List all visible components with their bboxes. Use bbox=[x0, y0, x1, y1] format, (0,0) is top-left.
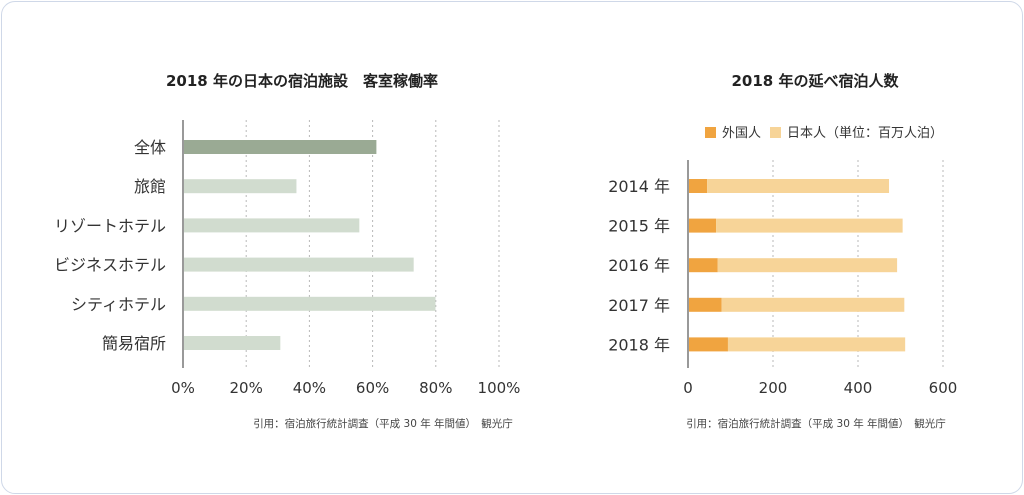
occupancy-chart-title: 2018 年の日本の宿泊施設 客室稼働率 bbox=[166, 72, 438, 90]
guest-nights-year-label: 2016 年 bbox=[608, 256, 670, 275]
guest-nights-bar-foreign bbox=[689, 179, 708, 193]
occupancy-chart: 2018 年の日本の宿泊施設 客室稼働率 全体旅館リゾートホテルビジネスホテルシ… bbox=[54, 72, 520, 430]
occupancy-bar bbox=[184, 296, 436, 311]
guest-nights-bar-japanese bbox=[727, 337, 906, 352]
guest-nights-x-ticks: 0 200 400 600 bbox=[683, 379, 957, 397]
occupancy-x-tick-label: 100% bbox=[478, 379, 521, 397]
occupancy-x-tick-label: 0% bbox=[171, 379, 195, 397]
guest-nights-chart: 2018 年の延べ宿泊人数 外国人 日本人（単位：百万人泊） 2014 年201… bbox=[608, 72, 957, 430]
occupancy-bar bbox=[184, 218, 360, 233]
occupancy-category-label: 旅館 bbox=[134, 177, 166, 196]
legend-swatch-japanese bbox=[770, 127, 781, 138]
guest-nights-bar-foreign bbox=[689, 258, 718, 273]
occupancy-category-label: シティホテル bbox=[71, 295, 166, 314]
occupancy-bar bbox=[184, 140, 377, 154]
occupancy-x-tick-label: 40% bbox=[293, 379, 326, 397]
guest-nights-x-tick-label: 400 bbox=[844, 379, 873, 397]
guest-nights-chart-title: 2018 年の延べ宿泊人数 bbox=[732, 72, 900, 90]
occupancy-bar bbox=[184, 257, 414, 272]
guest-nights-year-label: 2018 年 bbox=[608, 335, 670, 354]
legend-label-japanese: 日本人（単位：百万人泊） bbox=[787, 125, 943, 141]
guest-nights-legend: 外国人 日本人（単位：百万人泊） bbox=[705, 125, 943, 141]
occupancy-source: 引用：宿泊旅行統計調査（平成 30 年 年間値） 観光庁 bbox=[253, 417, 513, 430]
guest-nights-gridlines bbox=[687, 160, 944, 368]
occupancy-x-tick-label: 60% bbox=[356, 379, 389, 397]
guest-nights-source: 引用：宿泊旅行統計調査（平成 30 年 年間値） 観光庁 bbox=[686, 417, 946, 430]
occupancy-category-label: 簡易宿所 bbox=[102, 334, 166, 353]
occupancy-bar bbox=[184, 179, 297, 194]
guest-nights-x-tick-label: 0 bbox=[683, 379, 693, 397]
occupancy-category-label: ビジネスホテル bbox=[54, 256, 166, 275]
guest-nights-year-label: 2017 年 bbox=[608, 296, 670, 315]
occupancy-gridlines bbox=[182, 120, 500, 368]
occupancy-bar bbox=[184, 336, 281, 350]
occupancy-bars bbox=[184, 140, 436, 350]
guest-nights-year-label: 2014 年 bbox=[608, 177, 670, 196]
guest-nights-bar-japanese bbox=[721, 297, 905, 312]
guest-nights-year-labels: 2014 年 2015 年 2016 年 2017 年 2018 年 bbox=[608, 177, 670, 354]
legend-label-foreign: 外国人 bbox=[722, 126, 761, 141]
guest-nights-x-tick-label: 200 bbox=[759, 379, 788, 397]
guest-nights-x-tick-label: 600 bbox=[929, 379, 958, 397]
guest-nights-bar-japanese bbox=[717, 258, 898, 273]
guest-nights-bar-foreign bbox=[689, 297, 722, 312]
occupancy-x-tick-label: 80% bbox=[419, 379, 452, 397]
guest-nights-bar-japanese bbox=[707, 179, 890, 193]
guest-nights-bar-foreign bbox=[689, 218, 717, 233]
occupancy-x-tick-label: 20% bbox=[230, 379, 263, 397]
legend-swatch-foreign bbox=[705, 127, 716, 138]
occupancy-x-ticks: 0% 20% 40% 60% 80% 100% bbox=[171, 379, 520, 397]
occupancy-category-label: 全体 bbox=[134, 138, 166, 157]
guest-nights-year-label: 2015 年 bbox=[608, 217, 670, 236]
occupancy-category-label: リゾートホテル bbox=[54, 216, 166, 235]
guest-nights-bar-japanese bbox=[716, 218, 903, 233]
guest-nights-bars bbox=[689, 179, 906, 352]
guest-nights-bar-foreign bbox=[689, 337, 728, 352]
